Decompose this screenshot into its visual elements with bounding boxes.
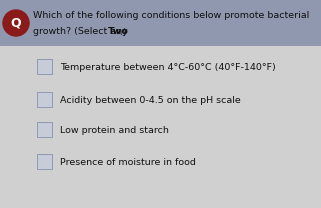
Text: .): .) — [120, 27, 126, 36]
Text: Acidity between 0-4.5 on the pH scale: Acidity between 0-4.5 on the pH scale — [60, 96, 241, 105]
Text: Two: Two — [108, 27, 129, 36]
FancyBboxPatch shape — [37, 154, 52, 169]
Text: Low protein and starch: Low protein and starch — [60, 126, 169, 135]
Text: Temperature between 4°C-60°C (40°F-140°F): Temperature between 4°C-60°C (40°F-140°F… — [60, 63, 276, 72]
FancyBboxPatch shape — [37, 59, 52, 74]
Circle shape — [3, 10, 29, 36]
Text: Presence of moisture in food: Presence of moisture in food — [60, 158, 196, 167]
Text: growth? (Select any: growth? (Select any — [33, 27, 131, 36]
Text: Which of the following conditions below promote bacterial: Which of the following conditions below … — [33, 11, 309, 21]
Text: Q: Q — [11, 16, 21, 30]
FancyBboxPatch shape — [37, 92, 52, 107]
FancyBboxPatch shape — [37, 122, 52, 137]
FancyBboxPatch shape — [0, 0, 321, 46]
